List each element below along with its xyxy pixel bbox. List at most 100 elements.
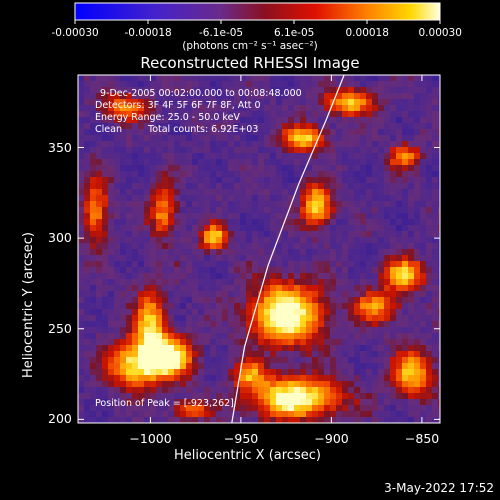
heatmap-cell bbox=[318, 411, 325, 418]
heatmap-cell bbox=[336, 153, 343, 160]
heatmap-cell bbox=[234, 261, 241, 268]
heatmap-cell bbox=[174, 369, 181, 376]
heatmap-cell bbox=[324, 159, 331, 166]
heatmap-cell bbox=[288, 297, 295, 304]
heatmap-cell bbox=[84, 327, 91, 334]
heatmap-cell bbox=[270, 159, 277, 166]
heatmap-cell bbox=[150, 315, 157, 322]
heatmap-cell bbox=[84, 285, 91, 292]
heatmap-cell bbox=[258, 417, 265, 423]
heatmap-cell bbox=[180, 267, 187, 274]
heatmap-cell bbox=[228, 345, 235, 352]
heatmap-cell bbox=[366, 363, 373, 370]
heatmap-cell bbox=[174, 183, 181, 190]
heatmap-cell bbox=[138, 219, 145, 226]
heatmap-cell bbox=[306, 129, 313, 136]
heatmap-cell bbox=[414, 411, 421, 418]
heatmap-cell bbox=[216, 273, 223, 280]
heatmap-cell bbox=[78, 207, 85, 214]
heatmap-cell bbox=[108, 225, 115, 232]
heatmap-cell bbox=[342, 165, 349, 172]
heatmap-cell bbox=[294, 303, 301, 310]
heatmap-cell bbox=[354, 315, 361, 322]
heatmap-cell bbox=[294, 231, 301, 238]
heatmap-cell bbox=[420, 159, 427, 166]
heatmap-cell bbox=[156, 231, 163, 238]
heatmap-cell bbox=[96, 411, 103, 418]
heatmap-cell bbox=[186, 171, 193, 178]
heatmap-cell bbox=[306, 417, 313, 423]
heatmap-cell bbox=[312, 249, 319, 256]
heatmap-cell bbox=[96, 207, 103, 214]
solar-limb-line bbox=[231, 75, 345, 423]
heatmap-cell bbox=[414, 117, 421, 124]
heatmap-cell bbox=[270, 393, 277, 400]
heatmap-cell bbox=[120, 387, 127, 394]
heatmap-cell bbox=[276, 111, 283, 118]
heatmap-cell bbox=[390, 177, 397, 184]
heatmap-cell bbox=[276, 387, 283, 394]
heatmap-cell bbox=[228, 243, 235, 250]
heatmap-cell bbox=[408, 315, 415, 322]
heatmap-cell bbox=[396, 399, 403, 406]
heatmap-cell bbox=[306, 345, 313, 352]
heatmap-cell bbox=[228, 315, 235, 322]
heatmap-cell bbox=[366, 141, 373, 148]
heatmap-cell bbox=[114, 333, 121, 340]
heatmap-cell bbox=[234, 225, 241, 232]
heatmap-cell bbox=[414, 171, 421, 178]
heatmap-cell bbox=[336, 345, 343, 352]
heatmap-cell bbox=[270, 141, 277, 148]
heatmap-cell bbox=[438, 87, 440, 94]
heatmap-cell bbox=[258, 327, 265, 334]
heatmap-cell bbox=[186, 201, 193, 208]
heatmap-cell bbox=[198, 369, 205, 376]
heatmap-cell bbox=[300, 93, 307, 100]
heatmap-cell bbox=[336, 201, 343, 208]
heatmap-cell bbox=[384, 75, 391, 82]
heatmap-cell bbox=[402, 315, 409, 322]
heatmap-cell bbox=[132, 345, 139, 352]
heatmap-cell bbox=[318, 93, 325, 100]
heatmap-cell bbox=[84, 135, 91, 142]
heatmap-cell bbox=[168, 81, 175, 88]
heatmap-cell bbox=[186, 225, 193, 232]
heatmap-cell bbox=[102, 129, 109, 136]
heatmap-cell bbox=[438, 363, 440, 370]
heatmap-cell bbox=[420, 369, 427, 376]
heatmap-cell bbox=[264, 195, 271, 202]
heatmap-cell bbox=[384, 285, 391, 292]
heatmap-cell bbox=[288, 261, 295, 268]
heatmap-cell bbox=[378, 189, 385, 196]
heatmap-cell bbox=[114, 375, 121, 382]
chart-title: Reconstructed RHESSI Image bbox=[140, 54, 360, 72]
heatmap-cell bbox=[294, 219, 301, 226]
heatmap-cell bbox=[348, 81, 355, 88]
heatmap-cell bbox=[90, 369, 97, 376]
heatmap-cell bbox=[252, 81, 259, 88]
heatmap-cell bbox=[372, 111, 379, 118]
heatmap-cell bbox=[330, 123, 337, 130]
heatmap-cell bbox=[342, 327, 349, 334]
heatmap-cell bbox=[252, 153, 259, 160]
heatmap-cell bbox=[228, 111, 235, 118]
heatmap-cell bbox=[240, 375, 247, 382]
heatmap-cell bbox=[294, 315, 301, 322]
heatmap-cell bbox=[126, 315, 133, 322]
heatmap-cell bbox=[204, 387, 211, 394]
heatmap-cell bbox=[402, 243, 409, 250]
heatmap-cell bbox=[264, 375, 271, 382]
heatmap-cell bbox=[114, 117, 121, 124]
heatmap-cell bbox=[288, 357, 295, 364]
heatmap-cell bbox=[84, 189, 91, 196]
heatmap-cell bbox=[246, 153, 253, 160]
heatmap-cell bbox=[366, 231, 373, 238]
heatmap-cell bbox=[402, 405, 409, 412]
heatmap-cell bbox=[288, 399, 295, 406]
heatmap-cell bbox=[162, 405, 169, 412]
heatmap-cell bbox=[168, 411, 175, 418]
heatmap-cell bbox=[162, 279, 169, 286]
heatmap-cell bbox=[366, 99, 373, 106]
heatmap-cell bbox=[132, 327, 139, 334]
heatmap-cell bbox=[282, 123, 289, 130]
